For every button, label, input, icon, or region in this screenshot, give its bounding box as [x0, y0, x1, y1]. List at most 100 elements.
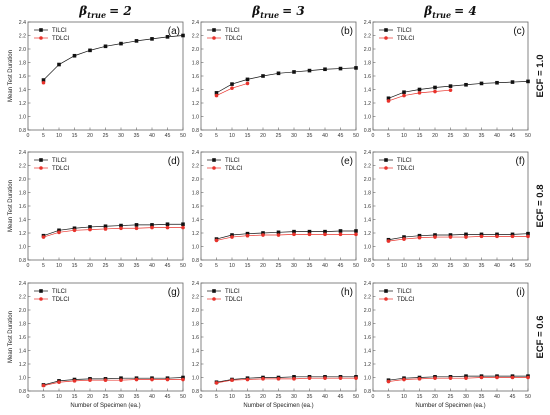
data-point-tdlci: [307, 232, 312, 237]
x-tick-label: 25: [276, 133, 282, 139]
data-point-tilci: [103, 224, 108, 229]
data-point-tdlci: [88, 378, 92, 383]
y-tick-label: 1.8: [364, 190, 371, 196]
y-tick-label: 1.6: [364, 335, 371, 341]
y-tick-label: 2.0: [364, 177, 371, 183]
x-tick-label: 35: [479, 263, 485, 269]
panel-label: (h): [341, 287, 353, 298]
legend: TILCI TDLCI: [207, 289, 243, 303]
x-tick-label: 35: [134, 133, 140, 139]
data-point-tilci: [72, 226, 77, 231]
x-tick-label: 20: [87, 133, 93, 139]
column-header-subscript: true: [260, 10, 279, 20]
x-tick-label: 40: [322, 394, 328, 400]
data-point-tdlci: [245, 81, 250, 86]
x-tick-label: 5: [42, 263, 45, 269]
panel-label: (g): [168, 287, 180, 298]
column-header-1: βtrue = 2: [78, 4, 131, 20]
data-point-tdlci: [464, 235, 468, 239]
series-line-tilci: [43, 223, 183, 237]
data-point-tdlci: [119, 378, 123, 383]
data-point-tilci: [386, 96, 391, 101]
x-tick-label: 45: [338, 394, 344, 400]
data-point-tilci: [526, 231, 530, 236]
legend: TILCI TDLCI: [34, 28, 70, 42]
data-point-tilci: [402, 235, 406, 239]
y-tick-label: 1.4: [192, 217, 199, 223]
plot-frame: [200, 151, 357, 261]
series-line-tilci: [43, 35, 184, 81]
data-point-tilci: [230, 233, 234, 237]
plot-frame: [200, 282, 357, 392]
data-point-tdlci: [41, 235, 46, 239]
x-tick-label: 0: [27, 394, 30, 400]
x-tick-label: 20: [432, 263, 438, 269]
x-tick-label: 5: [42, 394, 45, 400]
panel-label: (e): [341, 156, 353, 167]
x-tick-label: 15: [245, 394, 251, 400]
y-tick-label: 1.4: [19, 348, 26, 354]
series-line-tilci: [216, 376, 356, 383]
y-axis-title: Mean Test Duration: [8, 180, 14, 232]
y-tick-label: 2.0: [192, 177, 199, 183]
x-tick-label: 0: [27, 263, 30, 269]
y-tick-label: 1.2: [192, 231, 199, 237]
data-point-tdlci: [402, 377, 406, 382]
x-tick-label: 25: [276, 263, 282, 269]
x-tick-label: 50: [353, 394, 359, 400]
legend-label-tdlci: TDLCI: [397, 166, 415, 172]
x-tick-label: 40: [149, 133, 155, 139]
data-point-tilci: [134, 39, 139, 43]
y-tick-label: 1.2: [192, 362, 199, 368]
legend-marker-tilci: [212, 28, 216, 32]
data-point-tilci: [150, 37, 154, 41]
data-point-tdlci: [103, 378, 108, 383]
y-tick-label: 1.6: [192, 335, 199, 341]
x-tick-label: 20: [432, 394, 438, 400]
data-point-tdlci: [495, 234, 499, 239]
data-point-tdlci: [417, 377, 422, 381]
x-tick-label: 20: [87, 394, 93, 400]
data-point-tilci: [214, 91, 219, 95]
x-tick-label: 50: [525, 394, 531, 400]
x-tick-label: 10: [401, 394, 407, 400]
x-tick-label: 5: [387, 263, 390, 269]
data-point-tdlci: [448, 235, 453, 239]
x-tick-label: 40: [322, 133, 328, 139]
data-point-tdlci: [338, 232, 343, 237]
y-tick-label: 2.2: [192, 294, 199, 300]
plot-frame: [372, 282, 529, 392]
data-point-tdlci: [134, 226, 139, 231]
x-tick-label: 45: [510, 133, 516, 139]
y-tick-label: 2.4: [192, 20, 199, 26]
x-tick-label: 5: [387, 394, 390, 400]
y-tick-label: 1.8: [19, 190, 26, 196]
data-point-tilci: [417, 233, 422, 238]
x-tick-label: 15: [417, 263, 423, 269]
legend-marker-tilci: [384, 28, 388, 32]
data-point-tdlci: [41, 80, 46, 85]
x-tick-label: 45: [510, 263, 516, 269]
data-point-tilci: [165, 222, 170, 227]
column-header-subscript: true: [87, 10, 106, 20]
data-point-tilci: [103, 44, 108, 49]
x-tick-label: 35: [307, 394, 313, 400]
x-tick-label: 10: [56, 133, 62, 139]
x-tick-label: 30: [118, 133, 124, 139]
series-line-tdlci: [388, 377, 528, 382]
y-tick-label: 2.2: [364, 163, 371, 169]
data-point-tdlci: [150, 377, 154, 382]
x-tick-label: 20: [432, 133, 438, 139]
data-point-tdlci: [386, 99, 391, 103]
y-tick-label: 0.8: [19, 389, 26, 395]
column-header-symbol: β: [251, 4, 260, 18]
x-tick-label: 15: [72, 394, 78, 400]
y-tick-label: 2.2: [19, 33, 26, 39]
x-tick-label: 35: [134, 263, 140, 269]
x-tick-label: 30: [291, 133, 297, 139]
y-tick-label: 1.2: [19, 101, 26, 107]
legend-label-tilci: TILCI: [225, 289, 240, 295]
y-tick-label: 1.2: [364, 362, 371, 368]
data-point-tilci: [57, 62, 61, 67]
data-point-tdlci: [214, 238, 219, 243]
